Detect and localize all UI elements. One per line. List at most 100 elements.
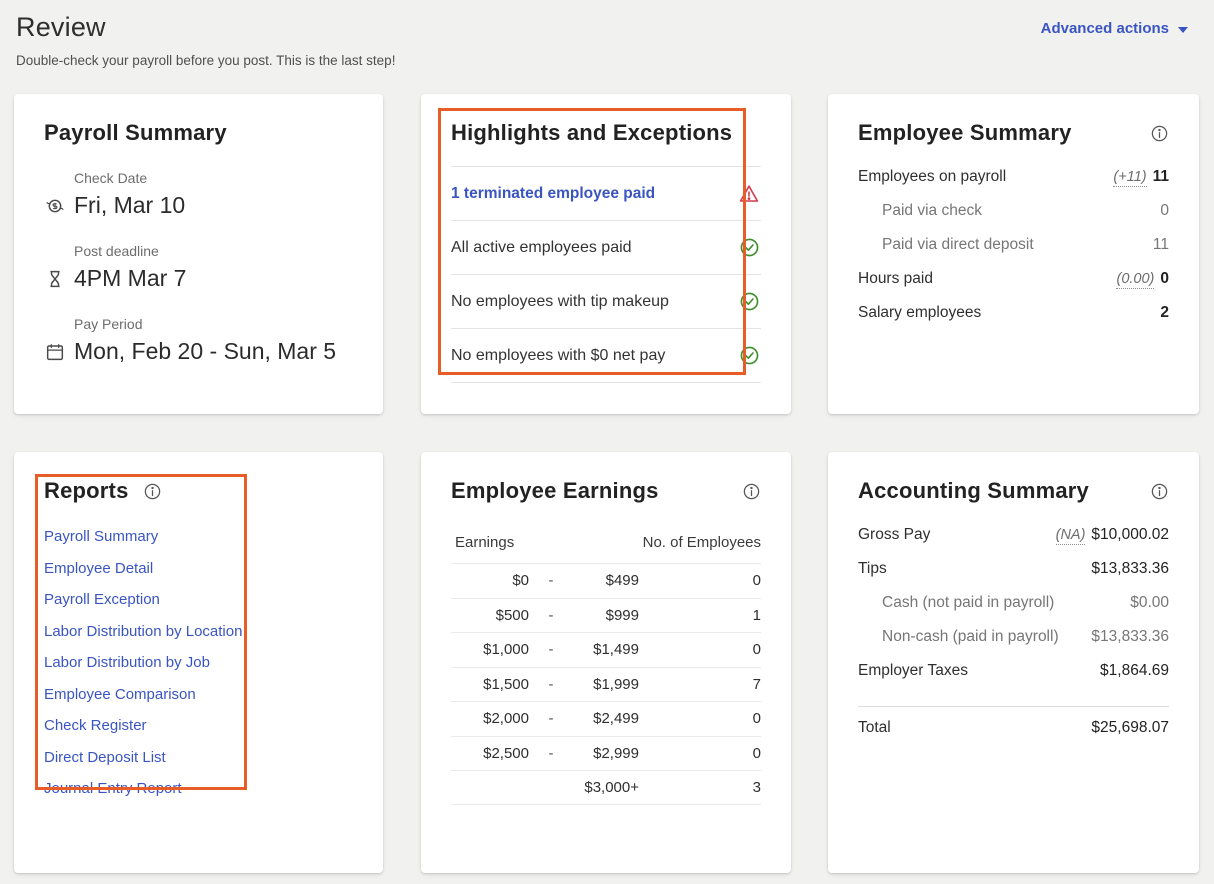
range-max: $1,499 <box>573 641 639 658</box>
info-icon[interactable] <box>1150 482 1169 501</box>
accounting-row-noncash-tips: Non-cash (paid in payroll) $13,833.36 <box>858 628 1169 662</box>
page-title: Review <box>16 12 1188 43</box>
row-label: Paid via check <box>858 202 982 220</box>
row-value: $10,000.02 <box>1091 526 1169 544</box>
advanced-actions-label: Advanced actions <box>1041 20 1169 37</box>
highlight-item-active-paid: All active employees paid <box>451 221 761 274</box>
range-max: $2,499 <box>573 710 639 727</box>
highlight-item-tip-makeup: No employees with tip makeup <box>451 275 761 328</box>
employee-summary-card: Employee Summary Employees on payroll (+… <box>828 94 1199 414</box>
table-row: $2,500 - $2,999 0 <box>451 736 761 771</box>
report-link-journal-entry-report[interactable]: Journal Entry Report <box>44 780 353 797</box>
range-separator: - <box>529 572 573 589</box>
calendar-icon <box>44 341 66 363</box>
table-row: $3,000+ 3 <box>451 770 761 805</box>
row-annotation[interactable]: (+11) <box>1113 169 1146 187</box>
reports-title: Reports <box>44 478 129 504</box>
caret-down-icon <box>1178 27 1188 33</box>
employee-earnings-card: Employee Earnings Earnings No. of Employ… <box>421 452 791 873</box>
report-link-payroll-summary[interactable]: Payroll Summary <box>44 528 353 545</box>
info-icon[interactable] <box>742 482 761 501</box>
summary-row-salary-employees: Salary employees 2 <box>858 304 1169 338</box>
table-row: $1,000 - $1,499 0 <box>451 632 761 667</box>
highlights-title: Highlights and Exceptions <box>451 120 761 146</box>
advanced-actions-button[interactable]: Advanced actions <box>1041 20 1188 37</box>
row-value: $1,864.69 <box>1100 662 1169 680</box>
employees-column-header: No. of Employees <box>643 534 761 551</box>
row-value: $25,698.07 <box>1091 719 1169 737</box>
table-row: $2,000 - $2,499 0 <box>451 701 761 736</box>
row-label: Employer Taxes <box>858 662 968 680</box>
range-min: $1,000 <box>451 641 529 658</box>
report-link-check-register[interactable]: Check Register <box>44 717 353 734</box>
highlight-item-label: All active employees paid <box>451 239 632 257</box>
row-label: Gross Pay <box>858 526 930 544</box>
table-row: $500 - $999 1 <box>451 598 761 633</box>
range-min: $500 <box>451 607 529 624</box>
employee-summary-title: Employee Summary <box>858 120 1072 146</box>
row-annotation[interactable]: (NA) <box>1056 527 1086 545</box>
accounting-row-tips: Tips $13,833.36 <box>858 560 1169 594</box>
report-link-payroll-exception[interactable]: Payroll Exception <box>44 591 353 608</box>
range-min: $2,500 <box>451 745 529 762</box>
row-value: 0 <box>1160 202 1169 220</box>
earnings-table: Earnings No. of Employees $0 - $499 0 $5… <box>451 534 761 805</box>
row-label: Tips <box>858 560 887 578</box>
highlight-item-label: No employees with tip makeup <box>451 293 669 311</box>
hourglass-icon <box>44 268 66 290</box>
check-circle-icon <box>738 236 761 259</box>
range-max: $999 <box>573 607 639 624</box>
report-link-labor-distribution-job[interactable]: Labor Distribution by Job <box>44 654 353 671</box>
check-date-value: Fri, Mar 10 <box>74 192 185 219</box>
row-label: Hours paid <box>858 270 933 288</box>
report-link-employee-detail[interactable]: Employee Detail <box>44 560 353 577</box>
employee-count: 0 <box>639 572 761 589</box>
highlights-card: Highlights and Exceptions 1 terminated e… <box>421 94 791 414</box>
highlight-item-zero-net-pay: No employees with $0 net pay <box>451 329 761 382</box>
row-value: $13,833.36 <box>1091 628 1169 646</box>
highlight-item-label[interactable]: 1 terminated employee paid <box>451 185 655 203</box>
check-circle-icon <box>738 344 761 367</box>
row-label: Non-cash (paid in payroll) <box>858 628 1059 646</box>
report-link-labor-distribution-location[interactable]: Labor Distribution by Location <box>44 623 353 640</box>
post-deadline-value: 4PM Mar 7 <box>74 265 186 292</box>
row-value: $13,833.36 <box>1091 560 1169 578</box>
employee-count: 1 <box>639 607 761 624</box>
pay-period-value: Mon, Feb 20 - Sun, Mar 5 <box>74 338 336 365</box>
accounting-row-employer-taxes: Employer Taxes $1,864.69 <box>858 662 1169 696</box>
payroll-summary-card: Payroll Summary Check Date Fri, Mar 10 P… <box>14 94 383 414</box>
summary-row-paid-via-direct-deposit: Paid via direct deposit 11 <box>858 236 1169 270</box>
pay-period-group: Pay Period Mon, Feb 20 - Sun, Mar 5 <box>44 316 353 365</box>
accounting-row-cash-tips: Cash (not paid in payroll) $0.00 <box>858 594 1169 628</box>
range-max: $499 <box>573 572 639 589</box>
summary-row-hours-paid: Hours paid (0.00) 0 <box>858 270 1169 304</box>
info-icon[interactable] <box>143 482 162 501</box>
row-label: Cash (not paid in payroll) <box>858 594 1054 612</box>
row-value: 11 <box>1153 168 1169 186</box>
pay-period-label: Pay Period <box>74 316 353 332</box>
post-deadline-group: Post deadline 4PM Mar 7 <box>44 243 353 292</box>
row-value: 11 <box>1153 236 1169 254</box>
row-label: Employees on payroll <box>858 168 1006 186</box>
post-deadline-label: Post deadline <box>74 243 353 259</box>
table-row: $1,500 - $1,999 7 <box>451 667 761 702</box>
report-link-direct-deposit-list[interactable]: Direct Deposit List <box>44 749 353 766</box>
range-separator: - <box>529 710 573 727</box>
money-cycle-icon <box>44 195 66 217</box>
summary-row-employees-on-payroll: Employees on payroll (+11) 11 <box>858 168 1169 202</box>
employee-count: 3 <box>639 779 761 796</box>
earnings-column-header: Earnings <box>455 534 514 551</box>
check-date-label: Check Date <box>74 170 353 186</box>
highlight-item-label: No employees with $0 net pay <box>451 347 665 365</box>
page-header: Review Double-check your payroll before … <box>16 12 1188 68</box>
info-icon[interactable] <box>1150 124 1169 143</box>
row-label: Salary employees <box>858 304 981 322</box>
range-separator: - <box>529 745 573 762</box>
page-subtitle: Double-check your payroll before you pos… <box>16 53 1188 68</box>
highlight-item-terminated-employee[interactable]: 1 terminated employee paid <box>451 167 761 220</box>
report-link-employee-comparison[interactable]: Employee Comparison <box>44 686 353 703</box>
range-min: $1,500 <box>451 676 529 693</box>
row-annotation[interactable]: (0.00) <box>1116 271 1154 289</box>
divider <box>858 706 1169 707</box>
row-value: $0.00 <box>1130 594 1169 612</box>
